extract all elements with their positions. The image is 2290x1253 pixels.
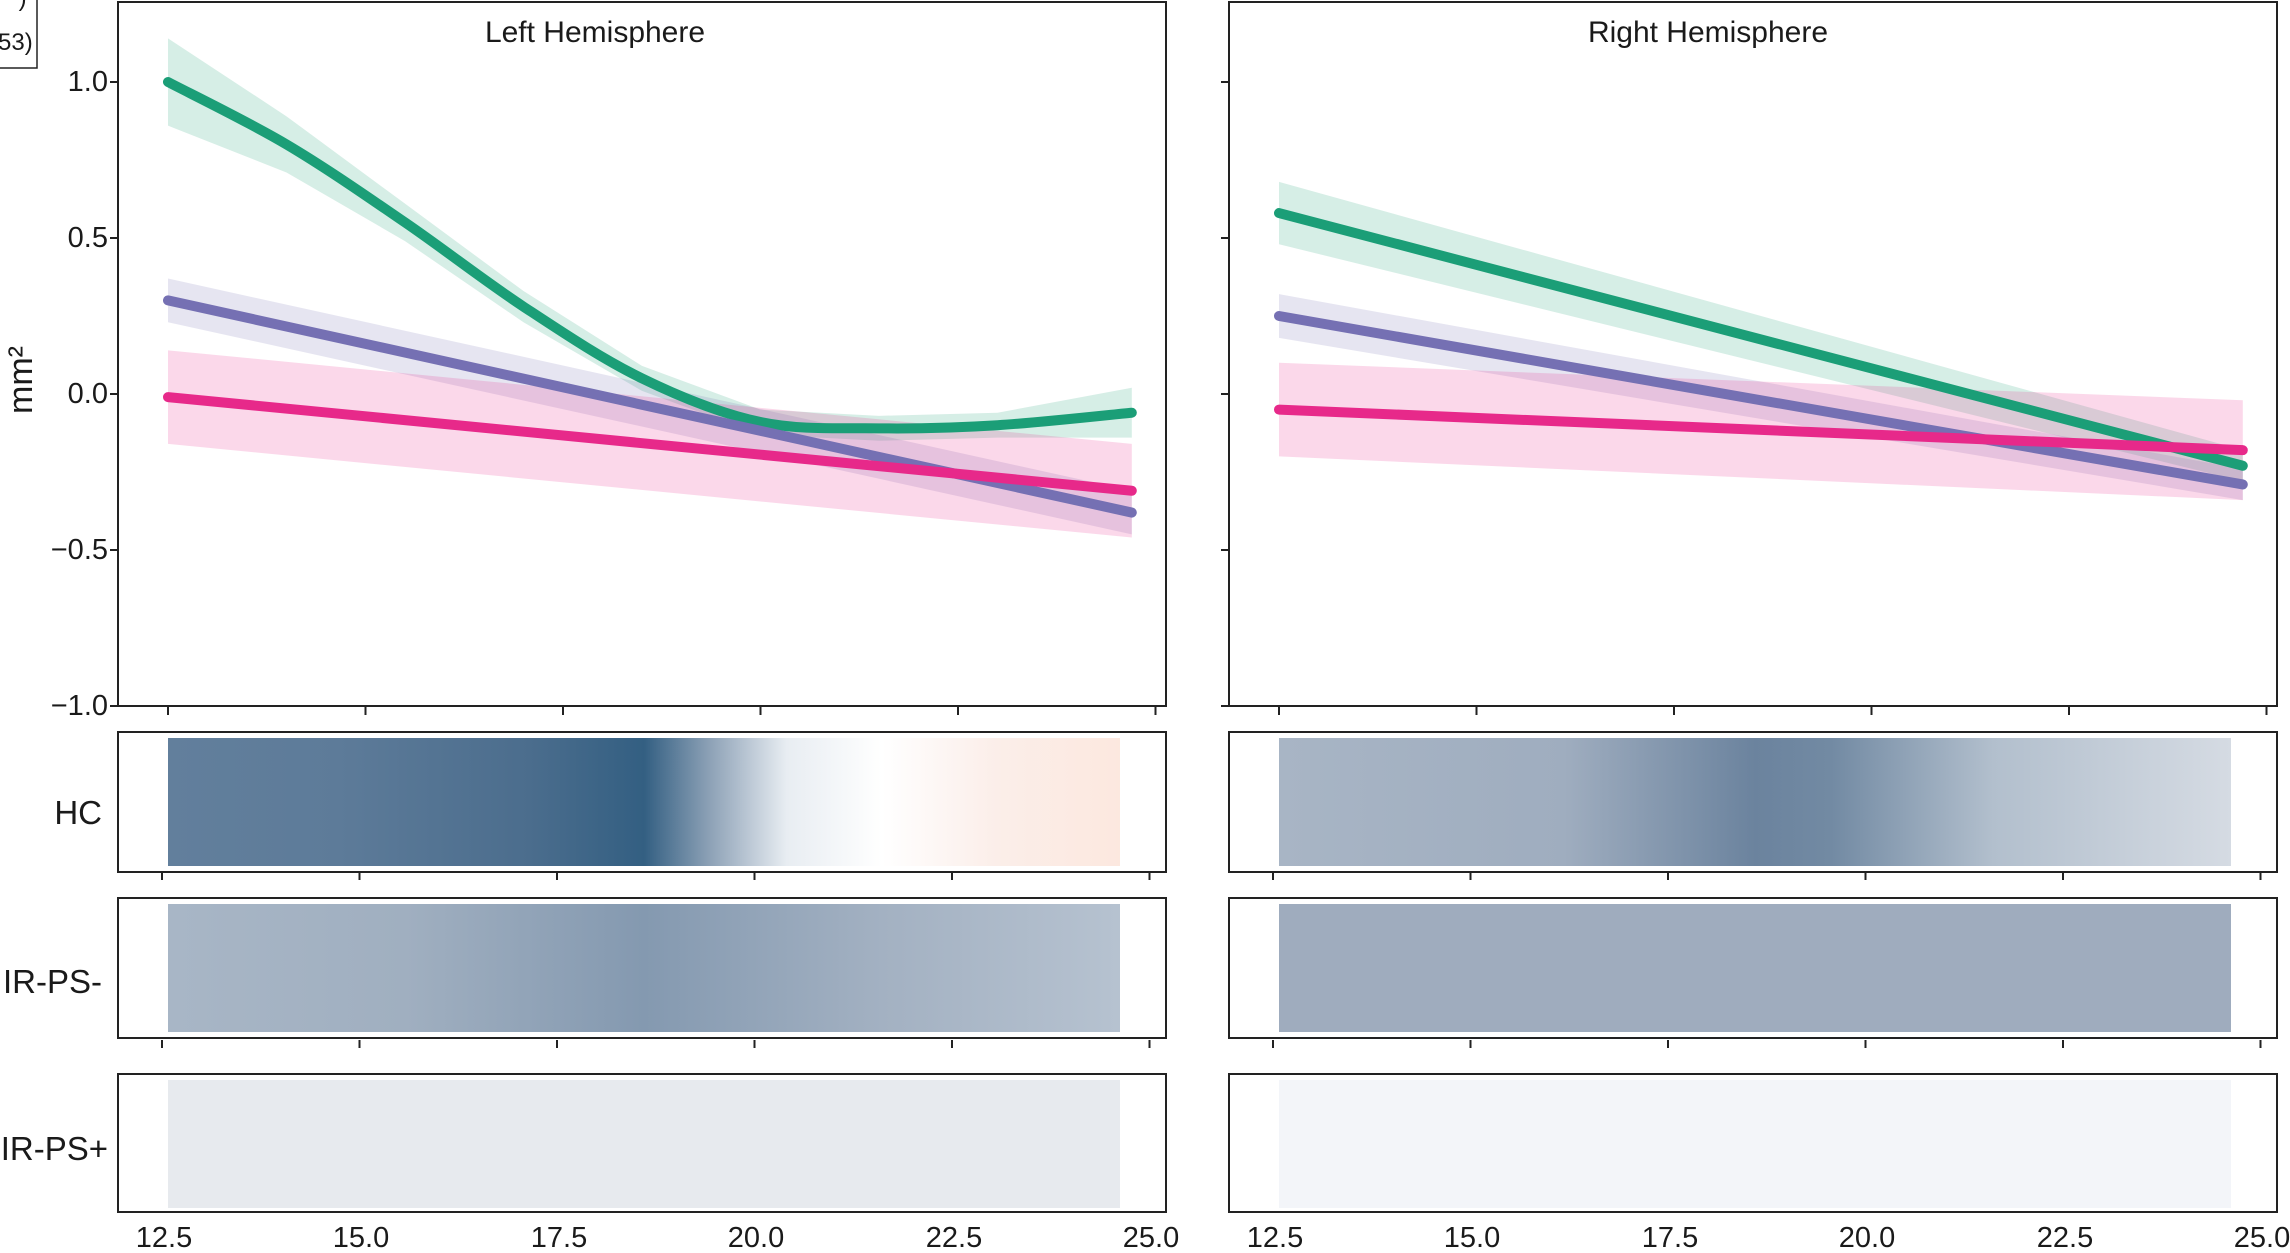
heat-bar [168,904,1120,1032]
row-label-ir-ps-plus: IR-PS+ [1,1130,108,1167]
row-label-ir-ps-minus: IR-PS- [3,963,102,1000]
heat-bar [168,738,1120,866]
series-line [163,77,1137,434]
x-tick-label: 20.0 [1839,1222,1895,1253]
y-tick-label: 0.5 [68,222,108,254]
x-tick-label: 15.0 [1444,1222,1500,1253]
series-line [1274,311,2248,490]
heat-bar [1279,904,2231,1032]
x-tick-label: 20.0 [728,1222,784,1253]
plot-layer [110,1,2278,1213]
x-tick-label: 15.0 [333,1222,389,1253]
heat-bar [168,1080,1120,1208]
legend-box [0,0,38,69]
x-tick-label: 17.5 [531,1222,587,1253]
y-tick-labels: 1.0 0.5 0.0 −0.5 −1.0 [51,66,108,722]
series-line [163,392,1137,496]
heat-bar [1279,1080,2231,1208]
left-line-panel [110,1,1167,715]
x-tick-label: 22.5 [926,1222,982,1253]
y-tick-label: −1.0 [51,690,108,722]
x-tick-label: 25.0 [1123,1222,1179,1253]
heat-bar [1279,738,2231,866]
series-line [1274,208,2248,471]
legend: ⁻¹) 53) [0,0,38,69]
y-tick-label: −0.5 [51,534,108,566]
x-tick-label: 12.5 [136,1222,192,1253]
x-tick-label: 17.5 [1642,1222,1698,1253]
x-tick-labels-left: 12.5 15.0 17.5 20.0 22.5 25.0 [136,1222,1179,1253]
left-panel-title: Left Hemisphere [485,16,705,49]
y-tick-label: 1.0 [68,66,108,98]
heat-strip-right-1 [1228,897,2278,1048]
panel-frame [117,1,1167,707]
x-tick-labels-right: 12.5 15.0 17.5 20.0 22.5 25.0 [1247,1222,2290,1253]
y-axis-label: mm² [2,346,40,414]
x-tick-label: 25.0 [2234,1222,2290,1253]
x-tick-label: 22.5 [2037,1222,2093,1253]
heat-strip-left-1 [117,897,1167,1048]
legend-entry-1: ⁻¹) [0,0,27,12]
heat-strip-left-0 [117,731,1167,880]
series-line [1274,404,2248,456]
legend-entry-2: 53) [0,29,33,56]
right-line-panel [1221,1,2278,715]
right-panel-title: Right Hemisphere [1588,16,1828,49]
y-tick-label: 0.0 [68,378,108,410]
x-tick-label: 12.5 [1247,1222,1303,1253]
row-label-hc: HC [54,794,102,831]
heat-strip-right-0 [1228,731,2278,880]
heat-strip-right-2 [1228,1073,2278,1213]
panel-frame [1228,1,2278,707]
heat-strip-left-2 [117,1073,1167,1213]
